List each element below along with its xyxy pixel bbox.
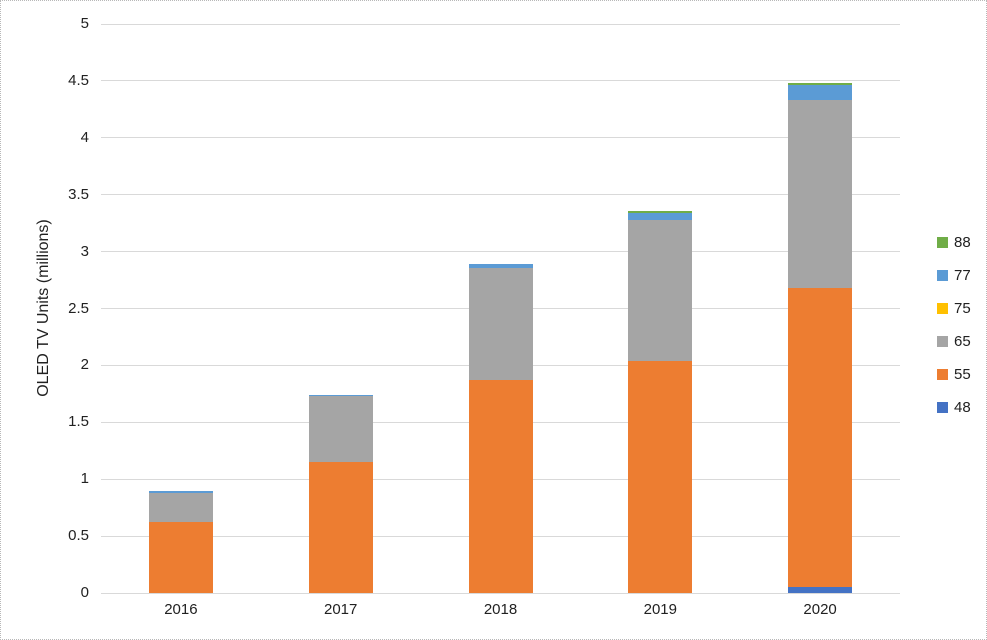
legend-swatch-55 [937, 369, 948, 380]
bar-2017 [308, 24, 373, 593]
x-tick-label-2018: 2018 [483, 601, 518, 618]
bar-segment-77-2019 [628, 212, 693, 220]
y-tick-label-3.5: 3.5 [68, 185, 89, 203]
bar-2018 [468, 24, 533, 593]
y-tick-label-1: 1 [80, 470, 89, 488]
bar-2019 [628, 24, 693, 593]
legend-label-88: 88 [954, 234, 971, 251]
x-tick-label-2019: 2019 [643, 601, 677, 618]
gridline-0 [101, 592, 900, 594]
legend-label-55: 55 [954, 366, 971, 383]
bar-2020 [788, 24, 853, 593]
bar-segment-77-2020 [788, 85, 853, 101]
gridline-5 [101, 23, 900, 25]
legend-item-65: 65 [937, 325, 971, 358]
y-tick-label-4.5: 4.5 [68, 71, 89, 89]
bar-segment-55-2019 [628, 360, 693, 593]
x-tick-label-2020: 2020 [803, 601, 837, 618]
bar-segment-65-2016 [148, 492, 213, 523]
y-tick-label-2.5: 2.5 [68, 299, 89, 317]
legend-item-55: 55 [937, 358, 971, 391]
bar-segment-65-2018 [468, 267, 533, 381]
y-tick-label-0: 0 [80, 584, 89, 601]
y-tick-label-2: 2 [80, 356, 89, 374]
legend-item-75: 75 [937, 292, 971, 325]
gridline-3.5 [101, 194, 900, 196]
bar-segment-65-2020 [788, 100, 853, 289]
bar-segment-65-2019 [628, 219, 693, 361]
legend-swatch-65 [937, 336, 948, 347]
legend-label-48: 48 [954, 399, 971, 416]
legend-label-75: 75 [954, 300, 971, 317]
plot-area [101, 23, 900, 594]
legend-item-88: 88 [937, 226, 971, 259]
bar-segment-77-2016 [148, 490, 213, 493]
legend-label-77: 77 [954, 267, 971, 284]
bar-segment-77-2018 [468, 264, 533, 268]
x-tick-label-2016: 2016 [164, 601, 198, 618]
legend-swatch-75 [937, 303, 948, 314]
y-tick-label-4: 4 [80, 128, 89, 146]
bar-segment-77-2017 [308, 395, 373, 397]
bar-segment-88-2020 [788, 83, 853, 86]
gridline-3 [101, 251, 900, 253]
x-tick-label-2017: 2017 [324, 601, 358, 618]
gridline-4 [101, 137, 900, 139]
gridline-4.5 [101, 80, 900, 82]
legend-item-48: 48 [937, 391, 971, 424]
bar-segment-88-2019 [628, 210, 693, 213]
y-tick-label-0.5: 0.5 [68, 527, 89, 545]
legend-swatch-77 [937, 270, 948, 281]
legend: 88 77 75 65 55 48 [937, 226, 971, 424]
bar-segment-55-2020 [788, 288, 853, 588]
bar-segment-65-2017 [308, 396, 373, 463]
y-tick-label-1.5: 1.5 [68, 413, 89, 431]
bar-segment-55-2017 [308, 462, 373, 593]
bar-segment-48-2020 [788, 587, 853, 593]
y-tick-label-3: 3 [80, 242, 89, 260]
y-tick-label-5: 5 [80, 15, 89, 32]
legend-item-77: 77 [937, 259, 971, 292]
bar-segment-55-2016 [148, 522, 213, 593]
bar-2016 [148, 24, 213, 593]
legend-swatch-88 [937, 237, 948, 248]
bar-segment-55-2018 [468, 380, 533, 593]
legend-swatch-48 [937, 402, 948, 413]
legend-label-65: 65 [954, 333, 971, 350]
